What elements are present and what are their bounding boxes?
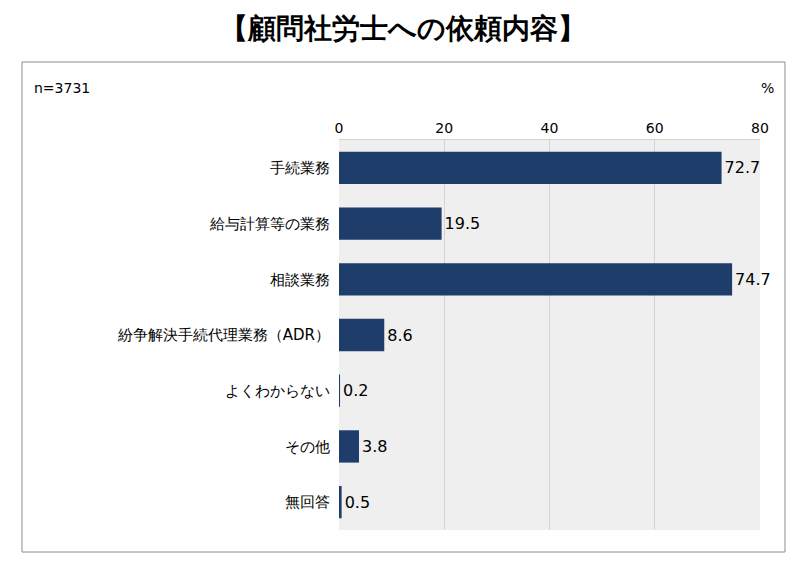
svg-text:3.8: 3.8 [362,437,387,456]
svg-text:74.7: 74.7 [735,270,771,289]
svg-text:0: 0 [335,120,344,136]
svg-text:60: 60 [646,120,664,136]
svg-text:よくわからない: よくわからない [225,382,330,400]
svg-text:20: 20 [435,120,453,136]
svg-text:手続業務: 手続業務 [270,159,330,177]
svg-text:給与計算等の業務: 給与計算等の業務 [209,215,330,233]
svg-text:0.5: 0.5 [345,493,370,512]
svg-text:無回答: 無回答 [285,493,330,511]
svg-text:%: % [761,80,774,96]
svg-text:40: 40 [541,120,559,136]
svg-text:0.2: 0.2 [343,381,368,400]
svg-text:相談業務: 相談業務 [270,271,330,289]
svg-text:【顧問社労士への依頼内容】: 【顧問社労士への依頼内容】 [220,12,586,45]
svg-text:80: 80 [751,120,769,136]
svg-text:72.7: 72.7 [725,158,761,177]
svg-text:その他: その他 [285,438,330,456]
svg-text:紛争解決手続代理業務（ADR）: 紛争解決手続代理業務（ADR） [117,326,330,344]
svg-text:8.6: 8.6 [387,326,412,345]
svg-text:n=3731: n=3731 [34,80,90,96]
svg-text:19.5: 19.5 [445,214,481,233]
